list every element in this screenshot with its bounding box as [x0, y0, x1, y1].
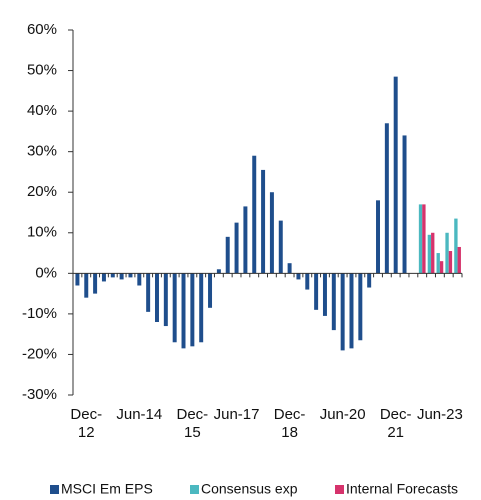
bar [305, 273, 310, 290]
bar [163, 273, 168, 327]
bar [367, 273, 372, 288]
y-tick-label: -20% [22, 345, 57, 362]
y-tick-label: 10% [27, 224, 57, 241]
bar [422, 204, 426, 274]
bar [358, 273, 363, 341]
bar [110, 273, 115, 278]
x-tick-label: Jun-20 [319, 406, 366, 423]
y-tick-label: 20% [27, 183, 57, 200]
x-tick-label: Jun-17 [213, 406, 260, 423]
bar [119, 273, 124, 280]
y-tick-label: 30% [27, 143, 57, 160]
y-tick-label: 60% [27, 21, 57, 38]
x-tick-label: Dec- 15 [176, 406, 209, 441]
y-tick-label: 0% [35, 264, 57, 281]
bar [431, 232, 435, 274]
bar [296, 273, 301, 280]
bar [137, 273, 142, 286]
bar [340, 273, 345, 351]
bar [128, 273, 133, 278]
x-tick-label: Dec- 18 [273, 406, 306, 441]
bar [314, 273, 319, 310]
legend-label: Internal Forecasts [346, 481, 458, 497]
bar [252, 155, 257, 274]
bar [439, 261, 444, 274]
bar [208, 273, 213, 308]
bar [287, 263, 292, 274]
bar [234, 222, 239, 274]
bar [457, 246, 461, 274]
bar [75, 273, 80, 286]
legend-swatch [190, 485, 199, 494]
bar [101, 273, 106, 282]
legend-label: MSCI Em EPS [61, 481, 153, 497]
bar [436, 253, 440, 274]
bar [261, 169, 266, 274]
bar [322, 273, 327, 316]
y-tick-label: -30% [22, 386, 57, 403]
bar [278, 220, 283, 274]
bar [376, 200, 381, 274]
bar [393, 76, 398, 274]
legend-swatch [335, 485, 344, 494]
legend-swatch [50, 485, 59, 494]
legend-label: Consensus exp [201, 481, 298, 497]
bar [190, 273, 195, 347]
bar [448, 251, 453, 274]
x-tick-label: Jun-23 [416, 406, 463, 423]
bar [216, 269, 221, 274]
x-tick-label: Jun-14 [116, 406, 163, 423]
bar [454, 218, 458, 274]
bar [418, 204, 423, 274]
bar [199, 273, 204, 343]
x-tick-label: Dec- 21 [379, 406, 412, 441]
bar [269, 192, 274, 274]
bar [384, 123, 389, 274]
bar [181, 273, 186, 349]
y-tick-label: -10% [22, 305, 57, 322]
bar [331, 273, 336, 331]
x-tick-label: Dec- 12 [70, 406, 103, 441]
bar [154, 273, 159, 322]
bar [427, 234, 432, 274]
bar [445, 232, 449, 274]
bar [402, 135, 407, 274]
bar [84, 273, 89, 298]
bar [225, 236, 230, 274]
bar [243, 206, 248, 274]
bar [146, 273, 151, 312]
bar [172, 273, 177, 343]
bar [93, 273, 98, 294]
y-tick-label: 50% [27, 62, 57, 79]
y-tick-label: 40% [27, 102, 57, 119]
bar [349, 273, 354, 349]
